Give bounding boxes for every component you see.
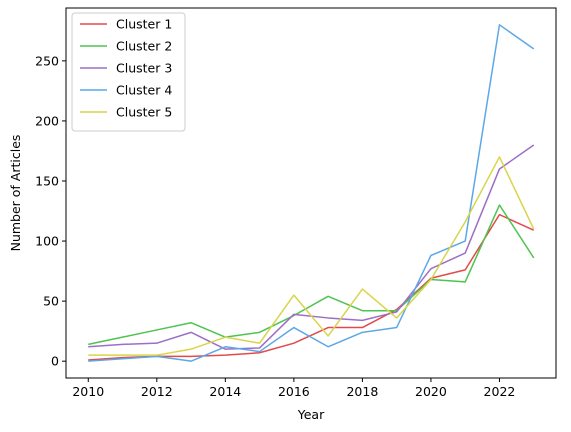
y-tick-label: 150 xyxy=(35,173,59,188)
x-axis-label: Year xyxy=(297,407,325,422)
legend-label-cluster-3: Cluster 3 xyxy=(116,61,172,76)
y-tick-label: 100 xyxy=(35,234,59,249)
legend-label-cluster-4: Cluster 4 xyxy=(116,83,172,98)
x-tick-label: 2018 xyxy=(346,384,378,399)
legend-label-cluster-5: Cluster 5 xyxy=(116,105,172,120)
series-line-cluster-5 xyxy=(88,156,535,356)
x-tick-label: 2012 xyxy=(141,384,173,399)
legend-label-cluster-2: Cluster 2 xyxy=(116,39,172,54)
series-line-cluster-2 xyxy=(88,204,535,346)
y-axis-label: Number of Articles xyxy=(8,135,23,252)
x-tick-label: 2022 xyxy=(484,384,516,399)
y-tick-label: 200 xyxy=(35,113,59,128)
legend-label-cluster-1: Cluster 1 xyxy=(116,17,172,32)
series-layer xyxy=(88,24,535,362)
legend: Cluster 1 Cluster 2 Cluster 3 Cluster 4 Clus… xyxy=(71,12,186,132)
x-tick-label: 2016 xyxy=(278,384,310,399)
series-line-cluster-4 xyxy=(88,24,535,362)
y-axis-ticks: 0 50 100 150 200 250 xyxy=(35,53,66,369)
x-tick-label: 2014 xyxy=(209,384,241,399)
x-axis-ticks: 2010 2012 2014 2016 2018 2020 2022 xyxy=(72,378,515,399)
x-tick-label: 2020 xyxy=(415,384,447,399)
legend-box xyxy=(71,12,186,132)
y-tick-label: 0 xyxy=(51,354,59,369)
plot-frame xyxy=(65,7,557,379)
series-line-cluster-1 xyxy=(88,213,535,361)
x-tick-label: 2010 xyxy=(72,384,104,399)
y-tick-label: 50 xyxy=(43,294,59,309)
y-tick-label: 250 xyxy=(35,53,59,68)
